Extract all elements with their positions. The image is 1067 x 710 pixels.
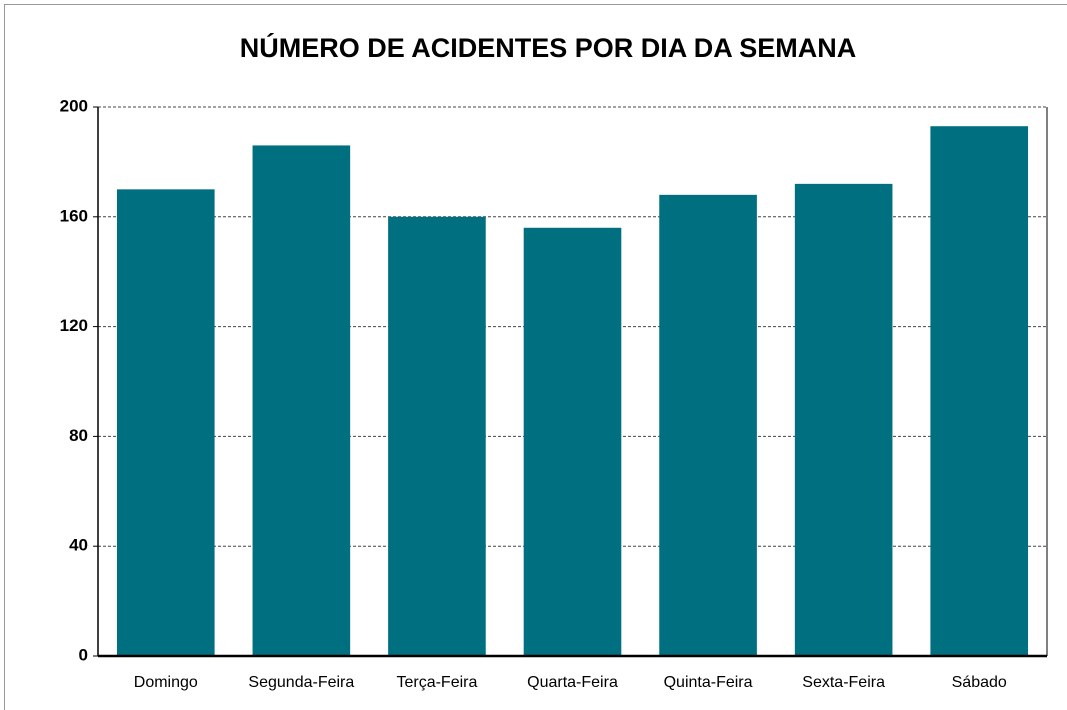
bar bbox=[930, 126, 1029, 657]
x-tick-label: Quinta-Feira bbox=[664, 674, 753, 691]
chart-title: NÚMERO DE ACIDENTES POR DIA DA SEMANA bbox=[240, 32, 857, 63]
y-tick-label: 160 bbox=[60, 206, 88, 225]
frame bbox=[4, 4, 1067, 710]
x-tick-label: Terça-Feira bbox=[396, 674, 477, 691]
y-tick-label: 80 bbox=[69, 426, 88, 445]
x-tick-label: Sexta-Feira bbox=[802, 674, 885, 691]
x-tick-label: Segunda-Feira bbox=[248, 674, 354, 691]
x-tick-label: Domingo bbox=[134, 674, 198, 691]
y-tick-label: 40 bbox=[69, 536, 88, 555]
bar bbox=[388, 216, 486, 657]
y-tick-label: 120 bbox=[60, 316, 88, 335]
x-tick-label: Quarta-Feira bbox=[527, 674, 618, 691]
bar bbox=[116, 189, 215, 656]
bar bbox=[523, 227, 622, 656]
y-tick-label: 0 bbox=[79, 645, 88, 664]
bar bbox=[659, 194, 757, 656]
y-tick-label: 200 bbox=[60, 96, 88, 115]
bar bbox=[252, 145, 351, 656]
x-tick-label: Sábado bbox=[952, 674, 1007, 691]
bar bbox=[794, 183, 893, 657]
